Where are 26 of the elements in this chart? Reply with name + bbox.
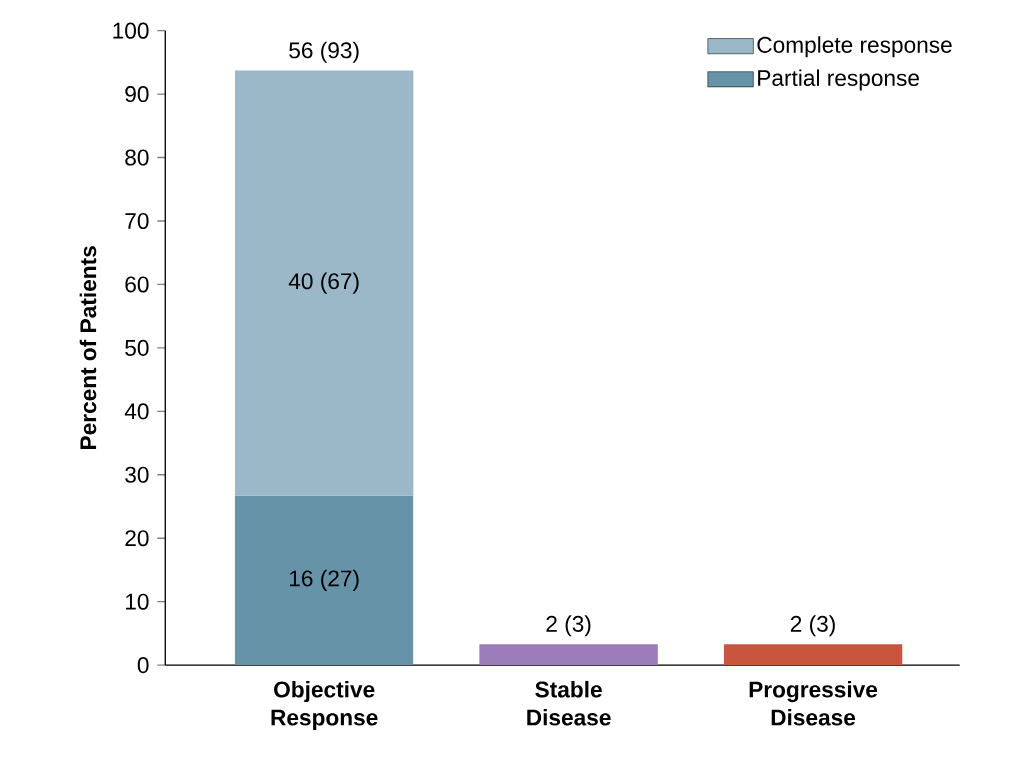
- y-axis-title: Percent of Patients: [79, 246, 97, 449]
- y-tick-label: 0: [137, 656, 149, 673]
- y-tick-label: 50: [125, 339, 149, 356]
- bar: [723, 643, 903, 665]
- data-label: 2 (3): [790, 615, 835, 637]
- y-tick-label: 70: [125, 212, 149, 229]
- x-tick-label: Objective Response: [271, 680, 378, 730]
- y-tick-label: 20: [125, 529, 149, 547]
- bar: [479, 643, 658, 665]
- total-label: 56 (93): [289, 41, 359, 63]
- x-tick-label: Progressive Disease: [749, 680, 878, 726]
- y-tick-label: 10: [125, 593, 149, 610]
- x-tick-label: Stable Disease: [527, 680, 611, 726]
- y-tick-label: 40: [124, 403, 149, 420]
- y-tick-label: 80: [125, 149, 149, 166]
- bar: [234, 495, 414, 665]
- bar: [234, 70, 414, 496]
- y-tick-label: 30: [125, 466, 149, 483]
- y-tick-label: 90: [125, 85, 149, 102]
- data-label: 40 (67): [288, 272, 359, 294]
- legend-label: Partial response: [758, 69, 919, 91]
- legend-label: Complete response: [757, 36, 952, 58]
- data-label: 2 (3): [546, 615, 591, 637]
- y-tick-label: 60: [125, 276, 149, 293]
- data-label: 16 (27): [290, 569, 359, 591]
- y-tick-label: 100: [113, 22, 149, 39]
